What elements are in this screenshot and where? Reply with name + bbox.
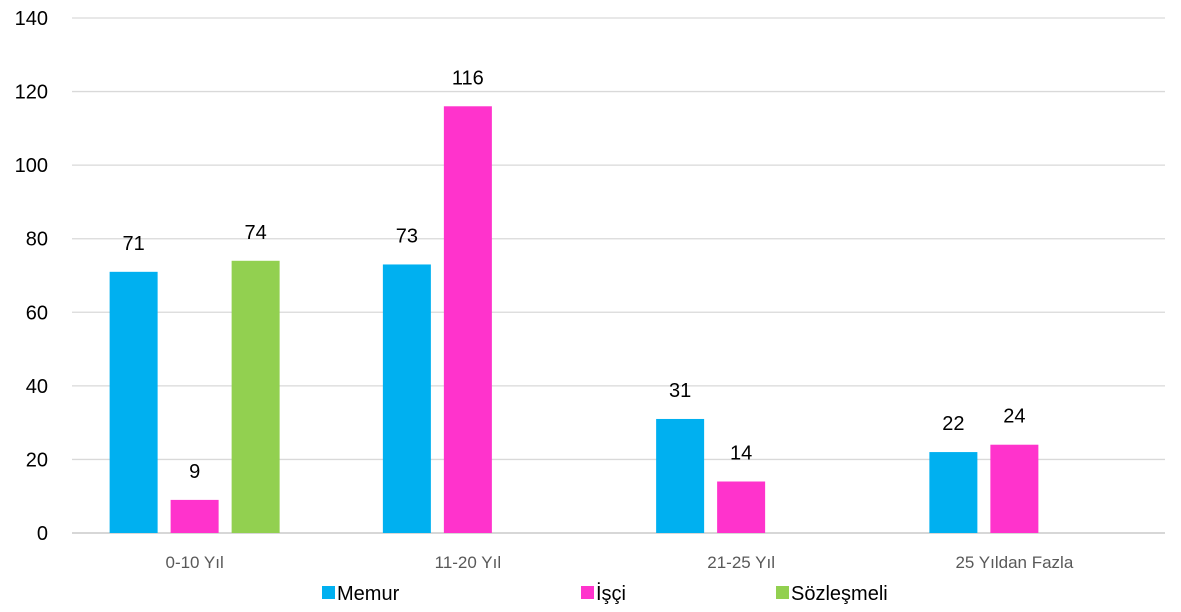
y-tick-label-100: 100 <box>15 155 48 177</box>
bars <box>109 106 1039 534</box>
y-tick-label-40: 40 <box>26 376 48 398</box>
data-label-1-2: 14 <box>730 443 752 465</box>
bar-memur-1 <box>382 264 431 533</box>
legend-swatch-2 <box>776 586 789 599</box>
data-label-0-3: 22 <box>942 413 964 435</box>
data-label-1-3: 24 <box>1003 406 1025 428</box>
x-tick-label-2: 21-25 Yıl <box>707 553 775 572</box>
bar-memur-3 <box>929 452 978 533</box>
data-label-0-0: 71 <box>123 233 145 255</box>
y-tick-label-20: 20 <box>26 449 48 471</box>
legend: Memur İşçi Sözleşmeli <box>322 582 888 605</box>
bar-i̇şçi-3 <box>990 444 1039 533</box>
data-label-1-1: 116 <box>452 67 484 89</box>
y-axis-tick-labels: 0 20 40 60 80 100 120 140 <box>15 8 48 545</box>
data-label-0-1: 73 <box>396 225 418 247</box>
bar-memur-0 <box>109 271 158 533</box>
y-tick-label-120: 120 <box>15 82 48 104</box>
bar-sözleşmeli-0 <box>231 260 280 533</box>
bar-memur-2 <box>656 418 705 533</box>
data-label-1-0: 9 <box>189 461 200 483</box>
data-labels: 71 9 74 73 116 31 14 22 24 <box>123 67 1026 483</box>
legend-label-0: Memur <box>337 583 400 605</box>
y-tick-label-80: 80 <box>26 229 48 251</box>
legend-swatch-0 <box>322 586 335 599</box>
bar-i̇şçi-2 <box>717 481 766 533</box>
x-tick-label-0: 0-10 Yıl <box>165 553 223 572</box>
y-tick-label-0: 0 <box>37 523 48 545</box>
legend-label-2: Sözleşmeli <box>791 583 888 605</box>
data-label-2-0: 74 <box>245 222 267 244</box>
bar-i̇şçi-1 <box>443 106 492 534</box>
x-tick-label-1: 11-20 Yıl <box>435 553 501 572</box>
y-tick-label-60: 60 <box>26 302 48 324</box>
legend-label-1: İşçi <box>596 582 626 605</box>
data-label-0-2: 31 <box>669 380 691 402</box>
x-axis-category-labels: 0-10 Yıl 11-20 Yıl 21-25 Yıl 25 Yıldan Fazl… <box>165 553 1073 572</box>
legend-swatch-1 <box>581 586 594 599</box>
x-tick-label-3: 25 Yıldan Fazla <box>955 553 1073 572</box>
bar-i̇şçi-0 <box>170 499 219 533</box>
y-tick-label-140: 140 <box>15 8 48 30</box>
